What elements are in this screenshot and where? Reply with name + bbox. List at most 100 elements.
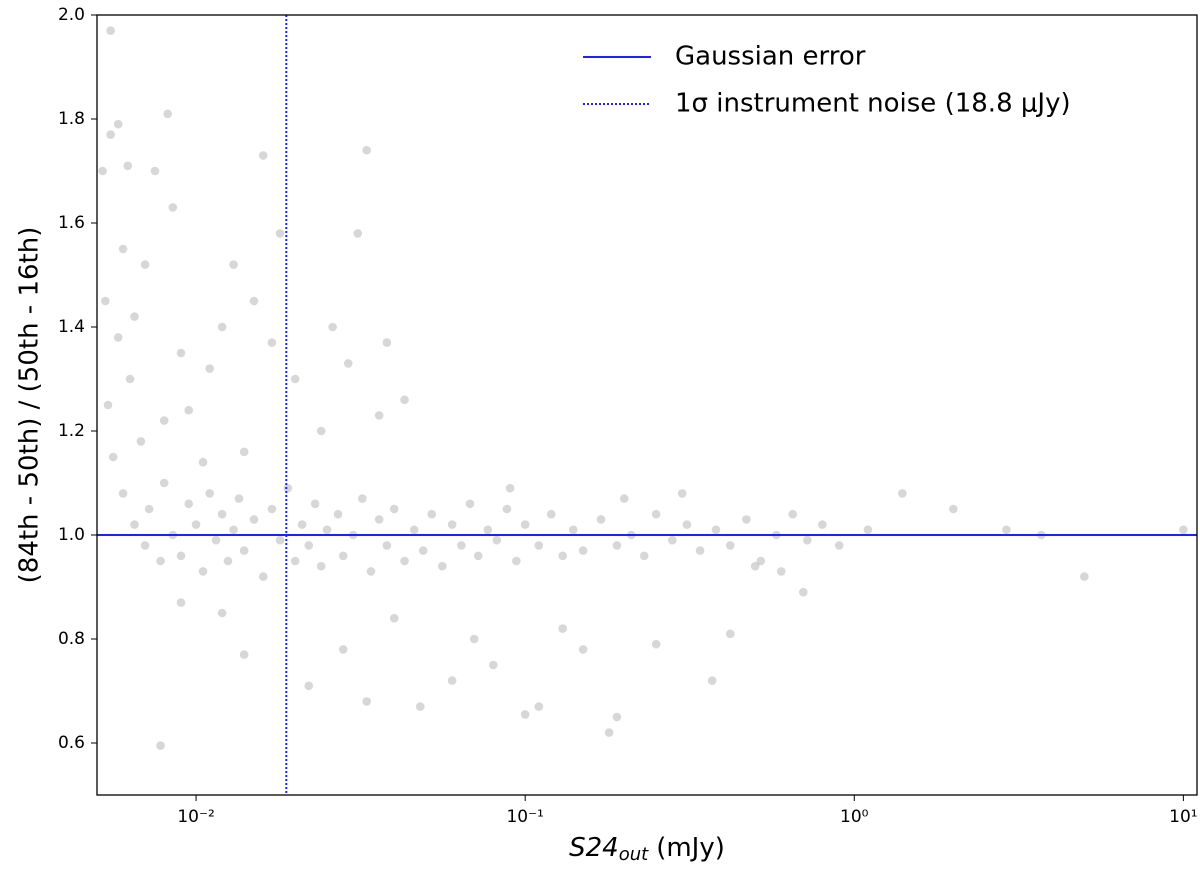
point bbox=[176, 551, 186, 561]
point bbox=[205, 364, 214, 373]
point bbox=[156, 741, 165, 750]
point bbox=[520, 710, 530, 719]
point bbox=[103, 400, 113, 410]
y-tick-label: 1.8 bbox=[58, 109, 85, 129]
point bbox=[130, 520, 139, 529]
point bbox=[198, 457, 208, 467]
point bbox=[123, 161, 133, 171]
x-axis-label: S24out (mJy) bbox=[569, 833, 725, 866]
point bbox=[427, 509, 437, 519]
x-tick-label: 10¹ bbox=[1169, 807, 1197, 827]
point bbox=[198, 567, 208, 576]
point bbox=[168, 203, 178, 212]
point bbox=[106, 130, 115, 139]
point bbox=[229, 525, 238, 535]
point bbox=[400, 556, 409, 566]
point bbox=[144, 504, 154, 514]
point bbox=[382, 541, 392, 550]
point bbox=[184, 405, 194, 415]
x-label-unit: (mJy) bbox=[656, 833, 725, 863]
point bbox=[898, 489, 907, 498]
point bbox=[316, 561, 326, 571]
point bbox=[492, 535, 502, 545]
point bbox=[612, 712, 622, 722]
point bbox=[438, 561, 447, 571]
point bbox=[108, 452, 118, 462]
x-tick-label: 10⁰ bbox=[840, 807, 869, 827]
y-tick-label: 0.8 bbox=[58, 629, 85, 649]
point bbox=[418, 546, 428, 555]
point bbox=[217, 509, 227, 519]
point bbox=[249, 515, 259, 524]
point bbox=[695, 546, 705, 555]
point bbox=[725, 541, 735, 550]
point bbox=[362, 697, 372, 706]
point bbox=[338, 645, 348, 654]
x-tick-label: 10⁻² bbox=[177, 807, 214, 827]
point bbox=[400, 395, 409, 405]
point bbox=[668, 535, 677, 545]
point bbox=[473, 551, 483, 561]
point bbox=[651, 639, 661, 649]
point bbox=[358, 494, 367, 503]
point bbox=[106, 26, 115, 35]
y-tick-label: 1.0 bbox=[58, 525, 85, 545]
point bbox=[290, 374, 300, 384]
point bbox=[136, 437, 146, 446]
point bbox=[366, 567, 376, 576]
point bbox=[803, 535, 812, 545]
point bbox=[118, 244, 128, 254]
point bbox=[275, 229, 285, 238]
point bbox=[619, 494, 629, 503]
point bbox=[578, 546, 588, 555]
point bbox=[604, 728, 614, 737]
point bbox=[156, 556, 165, 566]
point bbox=[520, 520, 530, 529]
x-label-sub: out bbox=[619, 844, 649, 865]
point bbox=[651, 509, 661, 519]
point bbox=[639, 551, 649, 561]
y-tick-label: 1.6 bbox=[58, 213, 85, 233]
point bbox=[229, 260, 238, 269]
y-tick-label: 2.0 bbox=[58, 5, 85, 25]
point bbox=[725, 629, 735, 639]
point bbox=[239, 447, 249, 457]
point bbox=[125, 374, 135, 384]
point bbox=[374, 515, 384, 524]
point bbox=[290, 556, 300, 566]
y-tick-label: 1.2 bbox=[58, 421, 85, 441]
point bbox=[304, 541, 314, 550]
point bbox=[328, 322, 337, 332]
legend-label: Gaussian error bbox=[675, 42, 866, 72]
point bbox=[578, 645, 588, 654]
point bbox=[558, 551, 567, 561]
point bbox=[118, 489, 128, 498]
point bbox=[818, 520, 827, 529]
x-tick-label: 10⁻¹ bbox=[506, 807, 543, 827]
point bbox=[159, 478, 169, 488]
point bbox=[176, 598, 186, 607]
point bbox=[176, 348, 186, 358]
point bbox=[750, 561, 760, 571]
point bbox=[409, 525, 419, 535]
point bbox=[140, 541, 150, 550]
point bbox=[742, 515, 751, 524]
point bbox=[798, 587, 808, 597]
point bbox=[333, 509, 343, 519]
point bbox=[389, 504, 399, 514]
point bbox=[382, 338, 392, 347]
point bbox=[546, 509, 556, 519]
point bbox=[101, 296, 110, 306]
point bbox=[788, 509, 798, 519]
y-axis-label: (84th - 50th) / (50th - 16th) bbox=[15, 227, 45, 584]
point bbox=[283, 483, 293, 493]
point bbox=[447, 676, 457, 685]
point bbox=[191, 520, 201, 529]
point bbox=[113, 119, 123, 129]
point bbox=[150, 166, 160, 176]
point bbox=[469, 634, 479, 644]
point bbox=[483, 525, 493, 535]
point bbox=[258, 572, 268, 581]
point bbox=[1179, 525, 1188, 535]
